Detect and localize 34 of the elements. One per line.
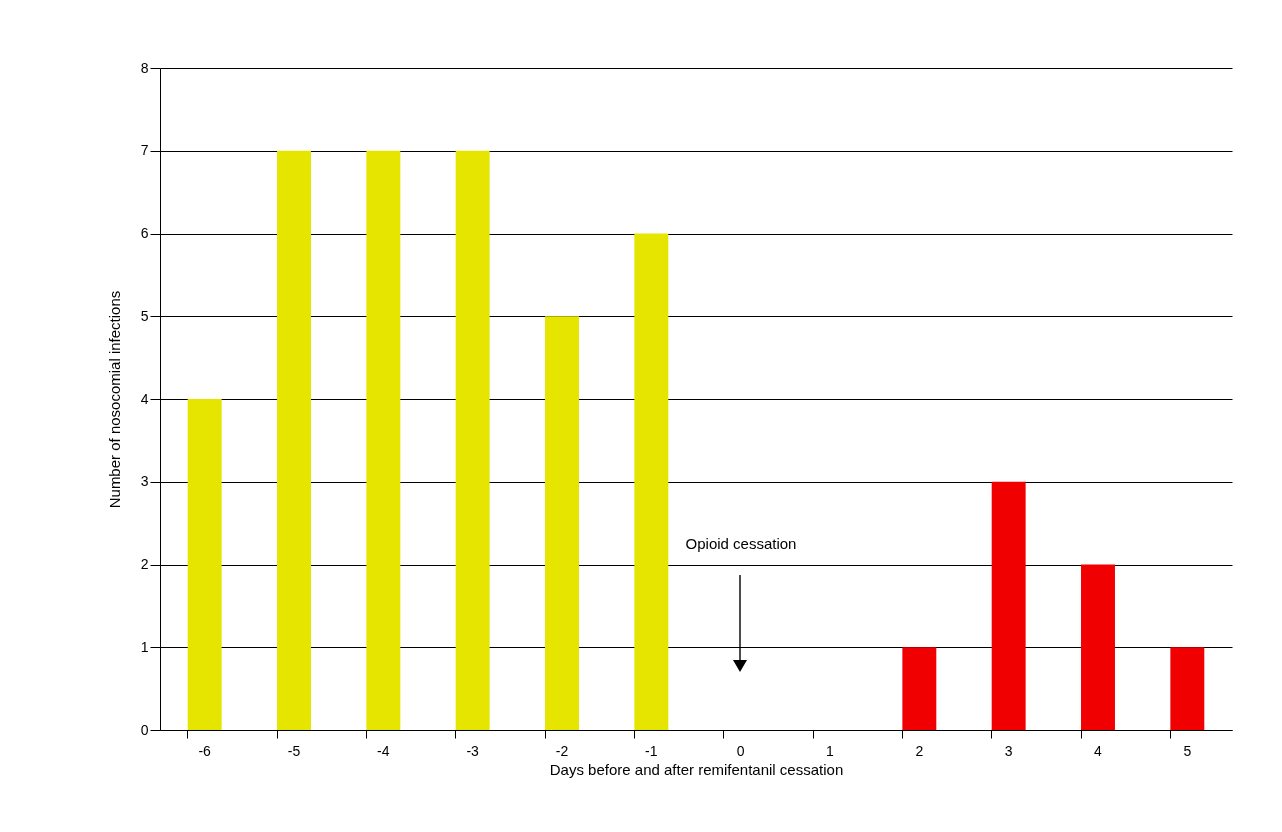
bar xyxy=(1170,647,1205,730)
bar xyxy=(634,233,669,730)
y-tick-label: 3 xyxy=(140,473,149,490)
bar xyxy=(545,316,579,730)
x-tick-label: 3 xyxy=(1004,742,1013,759)
bar xyxy=(902,647,937,730)
x-tick-label: -3 xyxy=(466,742,480,759)
bar xyxy=(366,150,401,730)
x-tick-label: -6 xyxy=(198,742,212,759)
x-tick-label: 0 xyxy=(736,742,745,759)
x-tick-label: 5 xyxy=(1183,742,1192,759)
x-tick-label: -1 xyxy=(645,742,658,759)
y-tick-label: 4 xyxy=(140,390,149,407)
y-tick-label: 0 xyxy=(140,721,149,738)
bar xyxy=(277,150,311,730)
x-tick-label: -2 xyxy=(555,742,569,759)
annotation: Opioid cessation xyxy=(685,535,797,552)
x-axis-title: Days before and after remifentanil cessation xyxy=(549,760,844,778)
x-tick-label: 2 xyxy=(915,742,924,759)
x-tick-label: -4 xyxy=(377,742,390,759)
bar xyxy=(991,481,1026,730)
y-tick-label: 7 xyxy=(140,142,149,159)
bar xyxy=(1081,564,1115,730)
bar xyxy=(187,399,222,730)
y-tick-label: 5 xyxy=(140,307,149,324)
bar xyxy=(455,150,490,730)
y-axis-title: Number of nosocomial infections xyxy=(105,290,123,509)
y-tick-label: 1 xyxy=(140,638,149,655)
y-tick-label: 6 xyxy=(140,225,149,241)
y-tick-label: 2 xyxy=(140,556,149,572)
x-tick-label: 1 xyxy=(826,742,835,759)
x-tick-label: -5 xyxy=(287,742,301,759)
y-tick-label: 8 xyxy=(140,59,149,76)
x-tick-label: 4 xyxy=(1094,742,1103,759)
